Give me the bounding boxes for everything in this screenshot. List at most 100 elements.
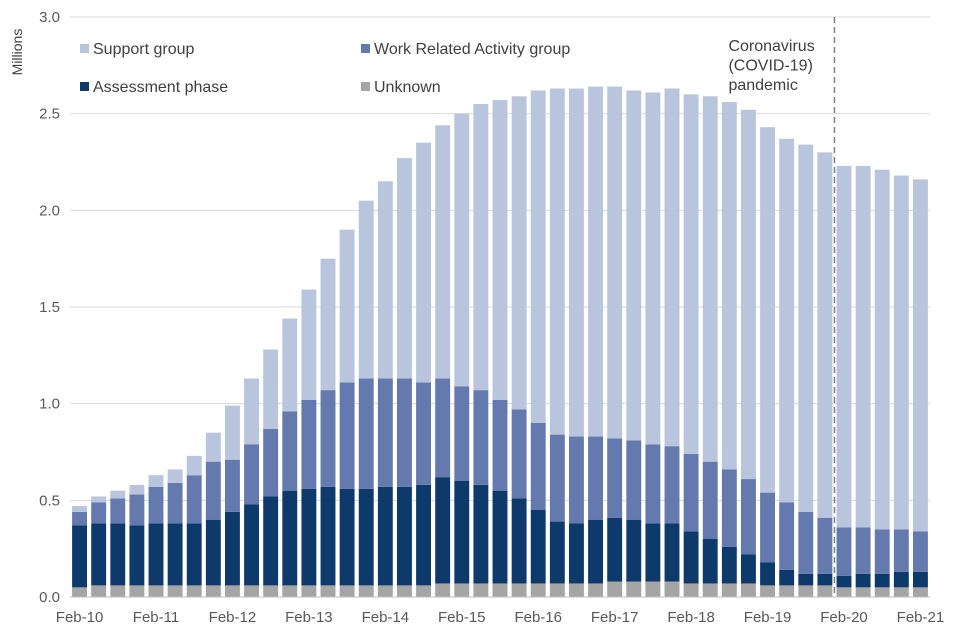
bar-segment-unknown bbox=[167, 585, 183, 597]
bar-segment-unknown bbox=[836, 587, 852, 597]
bar-segment-support-group bbox=[588, 86, 604, 437]
bar-segment-assessment-phase bbox=[129, 525, 145, 586]
bar-segment-work-related-activity-group bbox=[874, 529, 890, 574]
bar-segment-support-group bbox=[779, 138, 795, 503]
bar-segment-unknown bbox=[492, 583, 508, 597]
axes: 0.0 0.5 1.0 1.5 2.0 2.5 3.0 Feb-10 Feb-11 Feb-12 F… bbox=[39, 9, 944, 626]
bar-segment-assessment-phase bbox=[511, 498, 527, 584]
bar-stack bbox=[454, 113, 470, 597]
bar-segment-support-group bbox=[626, 90, 642, 441]
x-tick-label: Feb-10 bbox=[56, 609, 104, 626]
bar-stack bbox=[702, 96, 718, 597]
bar-segment-unknown bbox=[454, 583, 470, 597]
bar-segment-unknown bbox=[607, 581, 623, 597]
y-axis-title: Millions bbox=[9, 29, 25, 76]
bar-segment-assessment-phase bbox=[186, 523, 202, 586]
y-tick-label: 0.5 bbox=[39, 492, 60, 509]
bar-stack bbox=[607, 86, 623, 597]
bar-stack bbox=[855, 165, 871, 597]
bar-segment-unknown bbox=[760, 585, 776, 597]
bar-segment-unknown bbox=[588, 583, 604, 597]
bar-segment-unknown bbox=[645, 581, 661, 597]
bar-segment-assessment-phase bbox=[205, 519, 221, 586]
bar-stack bbox=[416, 142, 432, 597]
bar-stack bbox=[377, 181, 393, 597]
y-tick-label: 2.5 bbox=[39, 106, 60, 123]
bar-segment-unknown bbox=[549, 583, 565, 597]
bar-stack bbox=[244, 378, 260, 597]
bar-segment-unknown bbox=[358, 585, 374, 597]
bar-segment-assessment-phase bbox=[760, 562, 776, 586]
bar-segment-support-group bbox=[91, 496, 107, 503]
bar-segment-work-related-activity-group bbox=[377, 378, 393, 487]
bar-stack bbox=[588, 86, 604, 597]
bar-segment-unknown bbox=[893, 587, 909, 597]
bar-segment-assessment-phase bbox=[377, 486, 393, 586]
bar-segment-assessment-phase bbox=[358, 488, 374, 586]
x-tick-label: Feb-12 bbox=[209, 609, 257, 626]
bar-segment-support-group bbox=[511, 96, 527, 410]
bar-segment-unknown bbox=[186, 585, 202, 597]
bar-segment-unknown bbox=[683, 583, 699, 597]
x-tick-label: Feb-21 bbox=[897, 609, 945, 626]
bar-segment-work-related-activity-group bbox=[817, 517, 833, 574]
bar-segment-work-related-activity-group bbox=[645, 444, 661, 524]
bar-stack bbox=[530, 90, 546, 597]
bar-segment-unknown bbox=[626, 581, 642, 597]
bar-segment-assessment-phase bbox=[798, 573, 814, 586]
bar-segment-support-group bbox=[530, 90, 546, 423]
bar-segment-unknown bbox=[396, 585, 412, 597]
bar-stack bbox=[645, 92, 661, 597]
legend-item-unknown: Unknown bbox=[361, 79, 441, 96]
legend-label: Unknown bbox=[374, 79, 441, 96]
bar-segment-assessment-phase bbox=[301, 488, 317, 586]
bar-segment-unknown bbox=[664, 581, 680, 597]
bar-segment-assessment-phase bbox=[855, 573, 871, 588]
bar-segment-assessment-phase bbox=[645, 523, 661, 582]
bar-segment-work-related-activity-group bbox=[282, 411, 298, 491]
bar-segment-assessment-phase bbox=[396, 486, 412, 586]
bar-segment-assessment-phase bbox=[282, 490, 298, 586]
bar-segment-work-related-activity-group bbox=[186, 475, 202, 524]
x-tick-label: Feb-19 bbox=[744, 609, 792, 626]
bar-segment-assessment-phase bbox=[568, 523, 584, 584]
bar-segment-support-group bbox=[263, 349, 279, 429]
bar-segment-support-group bbox=[855, 165, 871, 528]
bar-segment-work-related-activity-group bbox=[339, 382, 355, 489]
bar-segment-unknown bbox=[798, 585, 814, 597]
bar-stack bbox=[473, 104, 489, 597]
bar-segment-unknown bbox=[91, 585, 107, 597]
bar-stack bbox=[664, 88, 680, 597]
bar-segment-work-related-activity-group bbox=[416, 382, 432, 485]
bar-segment-work-related-activity-group bbox=[798, 511, 814, 574]
bar-segment-assessment-phase bbox=[473, 484, 489, 584]
bar-segment-support-group bbox=[702, 96, 718, 462]
bar-segment-unknown bbox=[205, 585, 221, 597]
legend-swatch bbox=[80, 44, 89, 53]
bar-segment-support-group bbox=[798, 144, 814, 512]
bar-segment-support-group bbox=[339, 229, 355, 383]
bar-segment-support-group bbox=[760, 127, 776, 493]
bar-segment-assessment-phase bbox=[167, 523, 183, 586]
bar-segment-work-related-activity-group bbox=[568, 436, 584, 524]
bar-stack bbox=[358, 200, 374, 597]
bar-stack bbox=[798, 144, 814, 597]
x-tick-label: Feb-11 bbox=[133, 609, 179, 626]
bar-segment-unknown bbox=[339, 585, 355, 597]
bar-segment-unknown bbox=[702, 583, 718, 597]
bar-segment-unknown bbox=[263, 585, 279, 597]
bar-segment-support-group bbox=[568, 88, 584, 437]
bar-segment-assessment-phase bbox=[339, 488, 355, 586]
bar-segment-work-related-activity-group bbox=[511, 409, 527, 499]
bar-segment-assessment-phase bbox=[454, 481, 470, 584]
legend: Support group Work Related Activity group… bbox=[80, 41, 570, 96]
bar-stack bbox=[893, 175, 909, 597]
bar-segment-work-related-activity-group bbox=[91, 502, 107, 524]
bar-segment-assessment-phase bbox=[912, 571, 928, 588]
bar-segment-work-related-activity-group bbox=[588, 436, 604, 520]
bar-segment-assessment-phase bbox=[263, 496, 279, 586]
bar-stack bbox=[167, 469, 183, 597]
bar-segment-work-related-activity-group bbox=[205, 461, 221, 520]
bar-stack bbox=[110, 490, 126, 597]
legend-swatch bbox=[80, 82, 89, 91]
